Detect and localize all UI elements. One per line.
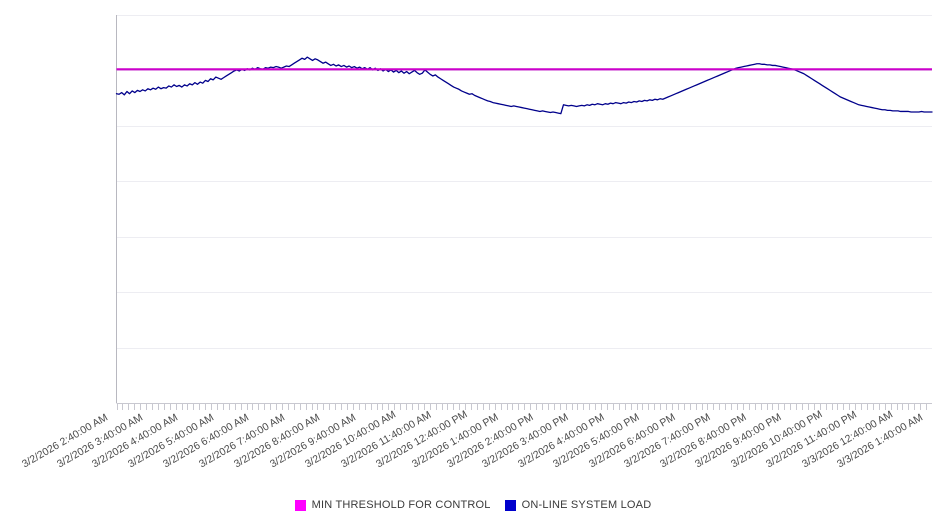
legend-entry-load[interactable]: ON-LINE SYSTEM LOAD [504,499,652,511]
legend-swatch-threshold [294,499,306,511]
legend-label-load: ON-LINE SYSTEM LOAD [521,499,652,511]
x-axis-ticks [116,403,932,410]
chart-legend: MIN THRESHOLD FOR CONTROL ON-LINE SYSTEM… [0,494,946,516]
legend-label-threshold: MIN THRESHOLD FOR CONTROL [311,499,491,511]
legend-swatch-load [504,499,516,511]
gridlines [116,15,932,349]
load-series-line [115,56,933,115]
legend-entry-threshold[interactable]: MIN THRESHOLD FOR CONTROL [294,499,491,511]
